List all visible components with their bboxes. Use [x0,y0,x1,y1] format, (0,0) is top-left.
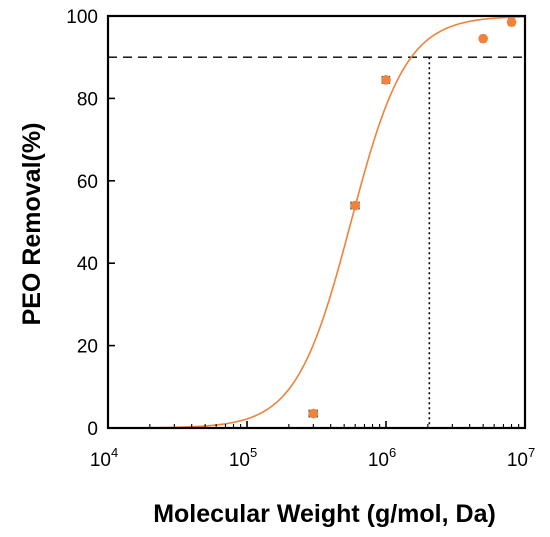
y-tick-label: 60 [77,172,98,193]
x-tick-label: 106 [368,445,396,471]
y-tick-label: 0 [87,419,98,440]
data-marker [506,17,517,27]
data-marker [350,200,360,211]
axis-ticks: 0 20 40 60 80 100 104 105 106 107 [66,7,535,471]
data-point [350,200,360,211]
x-axis-title: Molecular Weight (g/mol, Da) [153,500,496,528]
reference-lines [108,56,525,428]
x-tick-label: 105 [229,445,257,471]
y-tick-label: 40 [77,254,98,275]
data-points [308,17,517,419]
x-tick-label: 104 [90,445,118,471]
data-point [308,408,319,419]
y-tick-label: 20 [77,337,98,358]
y-tick-label: 80 [77,89,98,110]
data-point [478,33,488,44]
data-point [381,75,391,85]
y-tick-label: 100 [66,7,98,28]
plot-frame [106,14,527,430]
fit-curve [149,15,526,429]
data-point [506,17,517,27]
data-marker [308,408,319,419]
data-marker [478,33,488,44]
data-marker [381,75,391,85]
x-tick-label: 107 [507,445,535,471]
y-axis-title: PEO Removal(%) [18,123,46,326]
